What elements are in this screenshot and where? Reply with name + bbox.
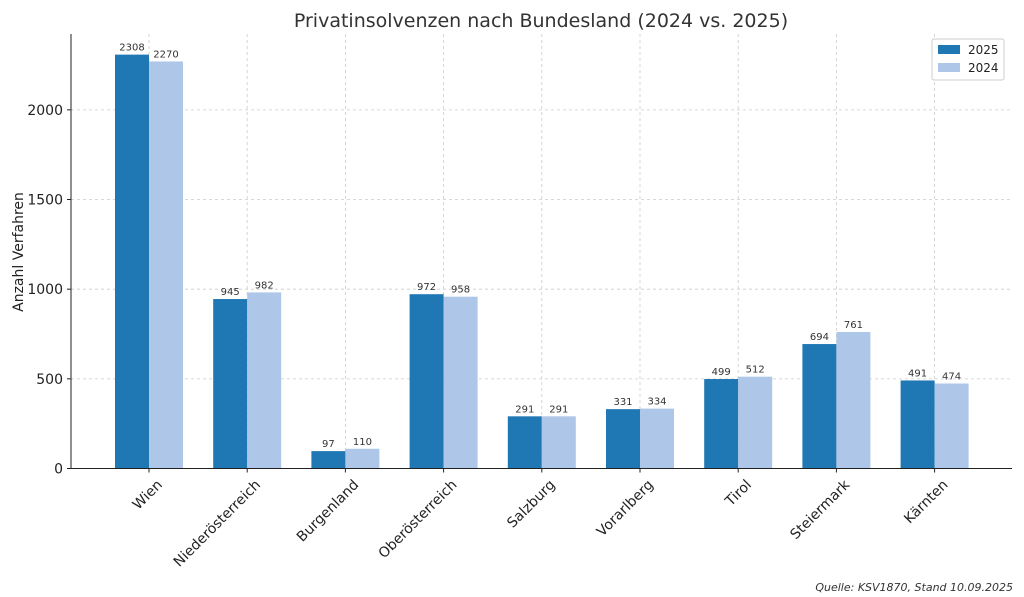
bar-2025 <box>900 380 935 469</box>
data-label: 512 <box>746 365 765 376</box>
legend-label: 2025 <box>968 43 999 57</box>
bar-2025 <box>507 416 542 469</box>
data-labels: 2308 2270 945 982 97 110 972 958 291 291 331 334 499… <box>119 43 961 450</box>
bar-2025 <box>704 379 739 469</box>
data-label: 331 <box>613 397 632 408</box>
source-note: Quelle: KSV1870, Stand 10.09.2025 <box>815 581 1013 594</box>
y-axis-label: Anzahl Verfahren <box>11 192 27 312</box>
y-tick-label: 0 <box>54 462 63 478</box>
x-tick-label: Salzburg <box>504 477 558 531</box>
data-label: 291 <box>515 404 534 415</box>
bar-2025 <box>409 294 444 469</box>
y-ticks: 0 500 1000 1500 2000 <box>27 103 71 478</box>
bars <box>115 54 969 469</box>
x-tick-label: Kärnten <box>901 477 951 527</box>
x-tick-label: Steiermark <box>787 476 853 542</box>
bar-2024 <box>640 408 674 469</box>
bar-2024 <box>541 416 576 469</box>
x-tick-label: Oberösterreich <box>376 477 461 562</box>
bar-2024 <box>738 376 773 469</box>
y-tick-label: 2000 <box>27 103 63 119</box>
x-tick-label: Wien <box>130 477 166 513</box>
legend: 2025 2024 <box>931 38 1005 81</box>
data-label: 491 <box>908 368 927 379</box>
grid-lines <box>71 34 1012 469</box>
data-label: 334 <box>647 397 666 408</box>
data-label: 110 <box>353 437 372 448</box>
chart-title: Privatinsolvenzen nach Bundesland (2024 … <box>294 10 788 32</box>
y-tick-label: 1500 <box>27 193 63 209</box>
legend-swatch-2024 <box>938 63 960 72</box>
bar-2024 <box>247 292 282 469</box>
bar-2024 <box>443 296 478 469</box>
data-label: 474 <box>942 372 961 383</box>
x-tick-label: Niederösterreich <box>171 477 264 570</box>
x-tick-label: Vorarlberg <box>594 477 657 540</box>
data-label: 499 <box>712 367 731 378</box>
bar-2025 <box>802 344 837 469</box>
data-label: 972 <box>417 282 436 293</box>
y-tick-label: 1000 <box>27 282 63 298</box>
data-label: 958 <box>451 285 470 296</box>
y-tick-label: 500 <box>36 372 63 388</box>
bar-2025 <box>213 299 248 469</box>
x-tick-label: Burgenland <box>294 477 362 545</box>
x-ticks: Wien Niederösterreich Burgenland Oberösterr… <box>130 468 951 570</box>
bar-2024 <box>934 383 969 469</box>
data-label: 2308 <box>119 43 144 54</box>
data-label: 945 <box>221 287 240 298</box>
data-label: 982 <box>255 280 274 291</box>
bar-2025 <box>115 54 149 469</box>
data-label: 97 <box>322 439 335 450</box>
legend-swatch-2025 <box>938 45 960 54</box>
bar-2025 <box>606 409 640 469</box>
bar-2025 <box>311 451 346 469</box>
legend-label: 2024 <box>968 61 999 75</box>
data-label: 761 <box>844 320 863 331</box>
bar-2024 <box>149 61 183 469</box>
data-label: 2270 <box>153 49 178 60</box>
bar-2024 <box>345 448 380 469</box>
x-tick-label: Tirol <box>722 477 755 510</box>
bar-2024 <box>836 332 871 469</box>
data-label: 291 <box>549 404 568 415</box>
data-label: 694 <box>810 332 829 343</box>
